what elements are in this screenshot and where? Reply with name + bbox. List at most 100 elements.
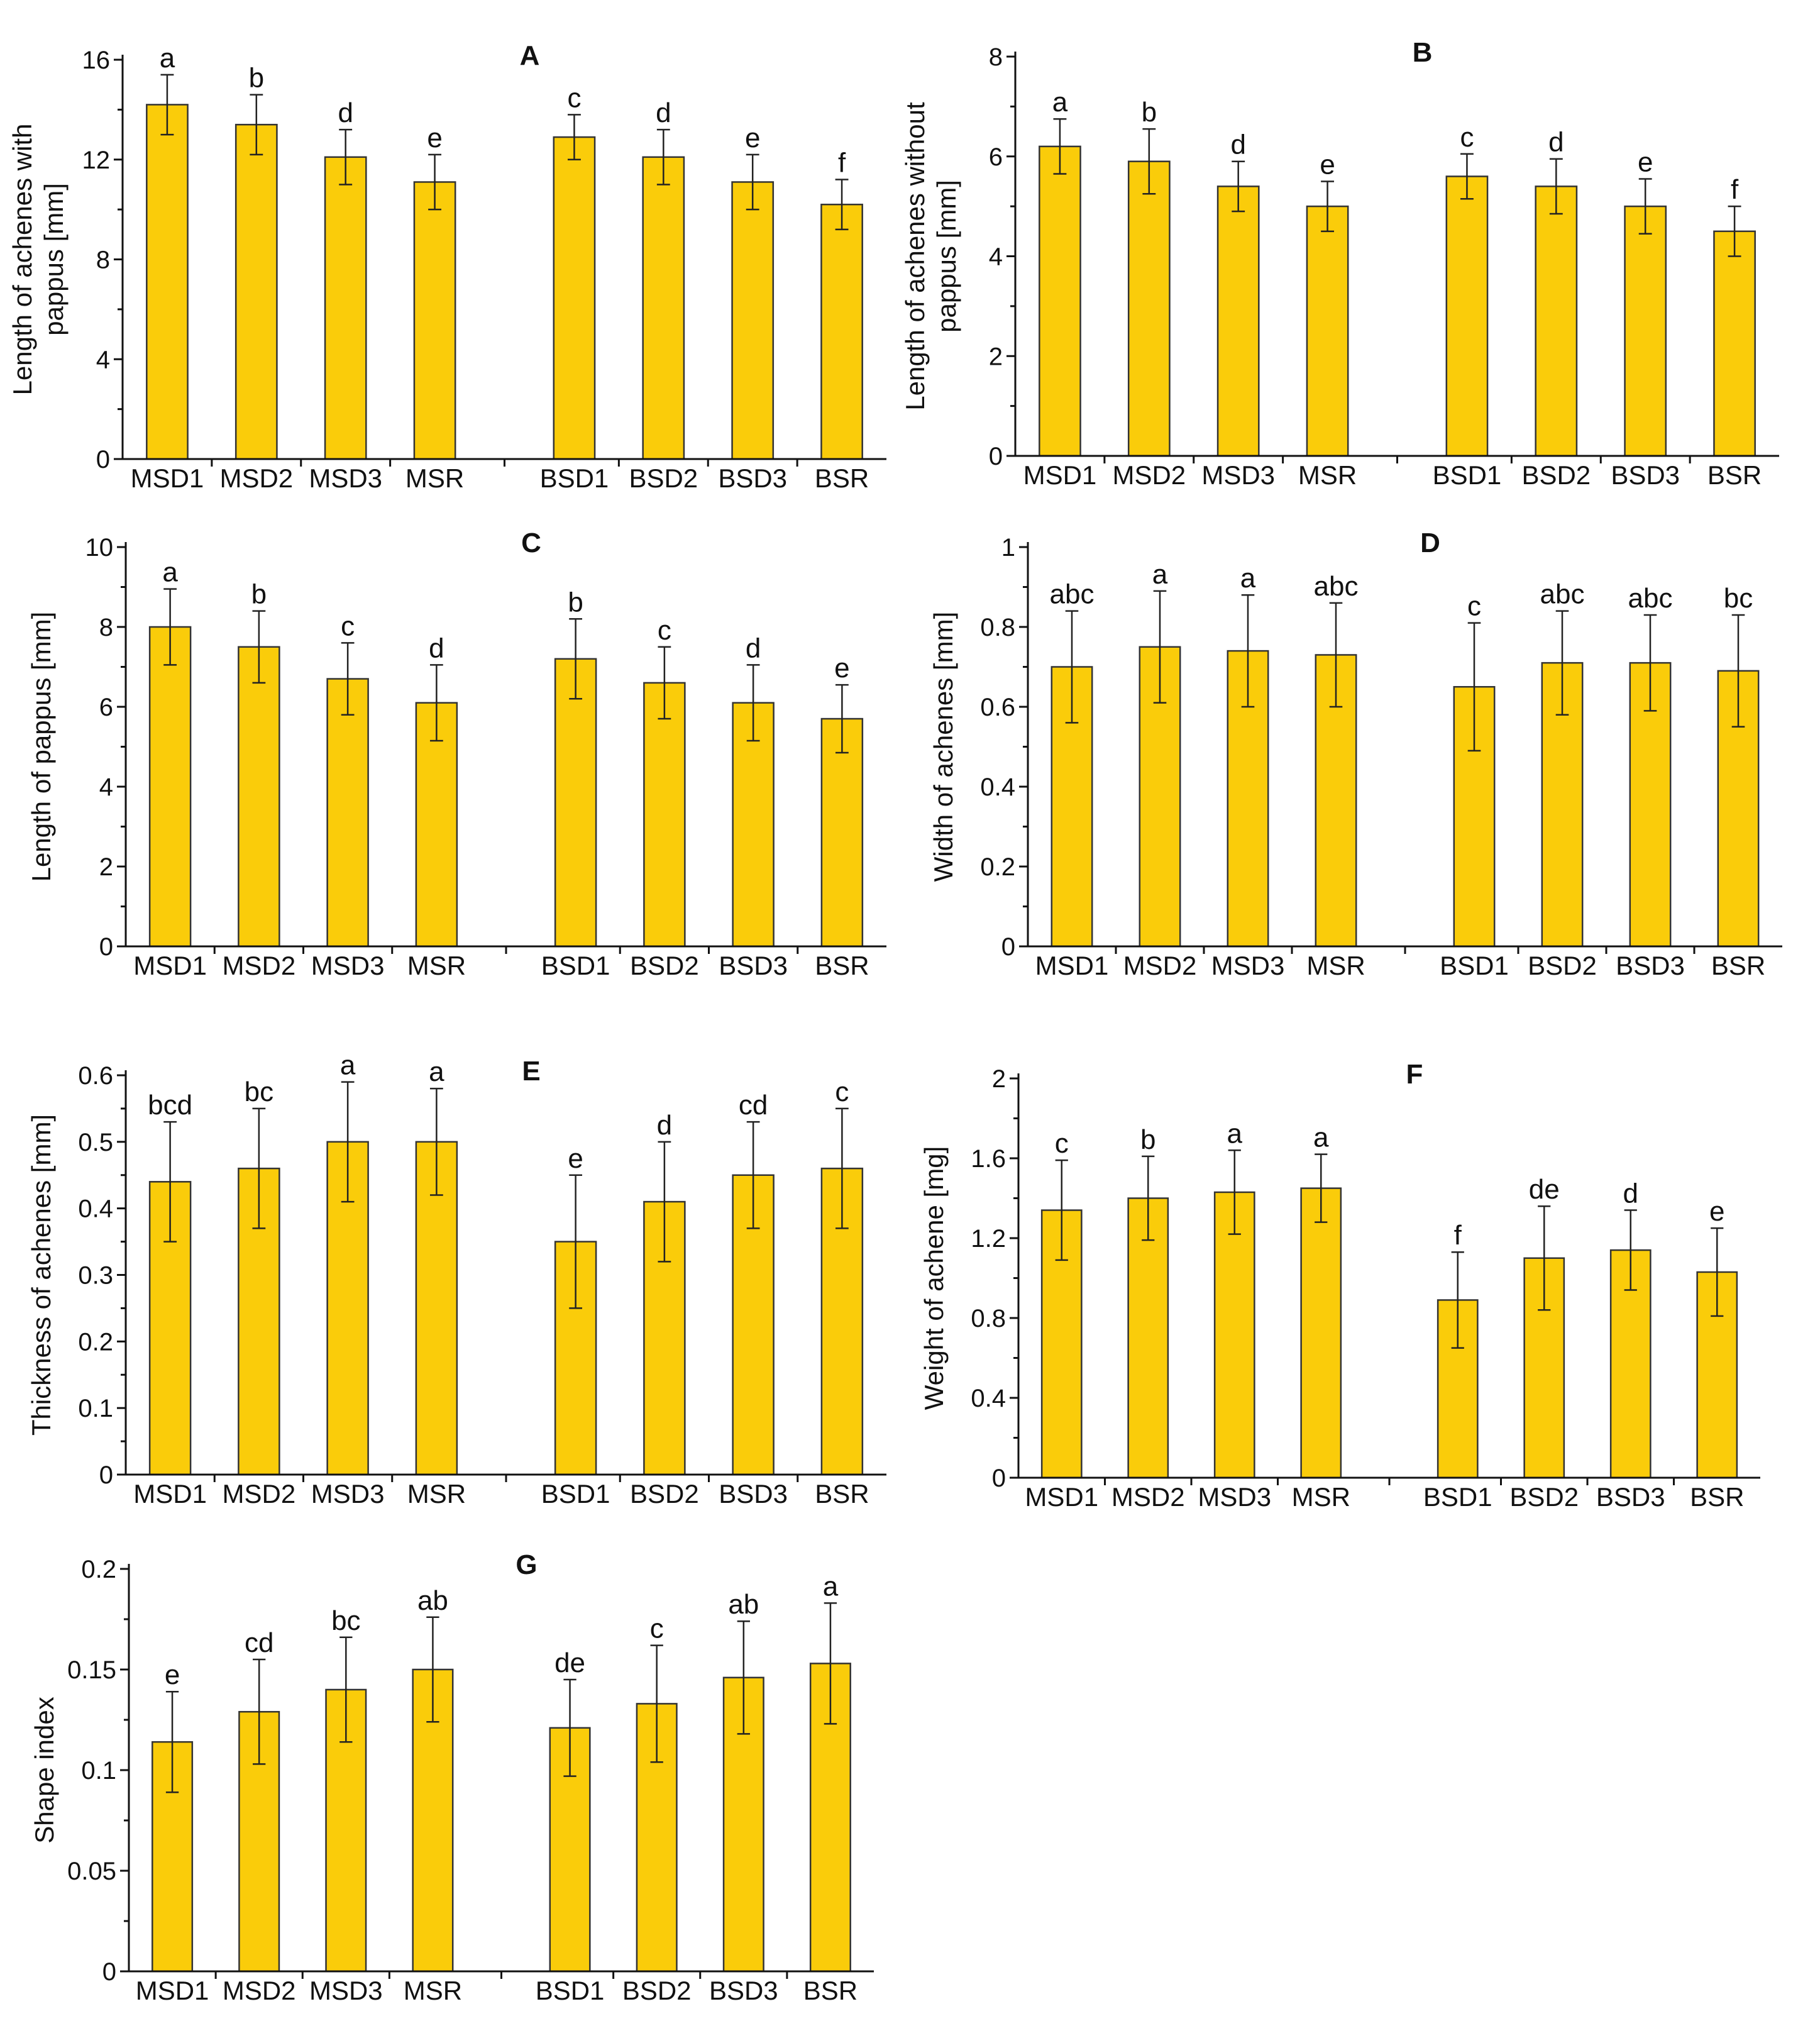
category-label-b-msd2: MSD2 bbox=[1112, 460, 1186, 490]
bar-b-msd3 bbox=[1216, 186, 1260, 457]
category-label-c-msd1: MSD1 bbox=[133, 951, 207, 980]
error-bar-d-bsd1 bbox=[1467, 622, 1481, 752]
category-label-b-bsd1: BSD1 bbox=[1433, 460, 1502, 490]
category-label-b-bsr: BSR bbox=[1707, 460, 1762, 490]
panel-title-e: E bbox=[522, 1056, 540, 1087]
y-axis-label-a: pappus [mm] bbox=[39, 183, 69, 336]
category-label-b-msd3: MSD3 bbox=[1201, 460, 1275, 490]
bar-c-msd1 bbox=[148, 626, 192, 948]
significance-label-c-msd3: c bbox=[341, 611, 355, 641]
error-bar-e-bsd1 bbox=[569, 1174, 583, 1309]
y-tick-label-f: 1.6 bbox=[971, 1145, 1006, 1173]
category-label-e-msr: MSR bbox=[407, 1479, 466, 1509]
significance-label-e-bsd1: e bbox=[568, 1143, 583, 1174]
bar-a-msr bbox=[413, 181, 456, 460]
error-bar-a-bsd2 bbox=[656, 128, 670, 186]
error-bar-c-bsd3 bbox=[746, 664, 760, 742]
error-bar-b-bsr bbox=[1728, 205, 1741, 257]
significance-label-f-msr: a bbox=[1313, 1122, 1329, 1153]
y-axis-label-g: Shape index bbox=[30, 1697, 59, 1844]
category-label-f-bsr: BSR bbox=[1690, 1482, 1744, 1512]
significance-label-b-bsd1: c bbox=[1460, 122, 1474, 153]
y-tick-label-c: 8 bbox=[99, 614, 113, 641]
error-bar-c-msd1 bbox=[163, 588, 177, 666]
bar-a-msd2 bbox=[234, 123, 278, 460]
error-bar-g-bsd2 bbox=[650, 1644, 663, 1763]
category-label-d-msd1: MSD1 bbox=[1035, 951, 1109, 980]
category-label-a-msr: MSR bbox=[405, 463, 464, 493]
error-bar-f-msd1 bbox=[1055, 1159, 1068, 1261]
bar-a-bsd1 bbox=[553, 136, 596, 460]
significance-label-b-msd3: d bbox=[1230, 130, 1245, 160]
category-label-g-bsr: BSR bbox=[803, 1976, 858, 2005]
significance-label-a-bsd1: c bbox=[567, 82, 581, 113]
category-label-f-msd1: MSD1 bbox=[1025, 1482, 1098, 1512]
significance-label-c-msd2: b bbox=[251, 579, 267, 610]
y-axis-label-f: Weight of achene [mg] bbox=[919, 1146, 949, 1410]
significance-label-d-msd2: a bbox=[1152, 559, 1168, 590]
y-tick-label-f: 0.4 bbox=[971, 1385, 1006, 1412]
y-tick-label-b: 4 bbox=[989, 243, 1003, 271]
error-bar-f-msd2 bbox=[1142, 1155, 1155, 1241]
bar-c-bsd1 bbox=[554, 658, 597, 948]
error-bar-c-bsr bbox=[835, 684, 849, 754]
significance-label-a-bsr: f bbox=[838, 148, 846, 179]
significance-label-d-msd3: a bbox=[1240, 563, 1256, 594]
y-tick-label-e: 0.3 bbox=[78, 1262, 113, 1290]
y-axis-label-c: Length of pappus [mm] bbox=[26, 612, 56, 882]
bar-c-msd2 bbox=[238, 646, 280, 948]
significance-label-e-bsd3: cd bbox=[739, 1090, 768, 1121]
category-label-c-bsd1: BSD1 bbox=[541, 951, 610, 980]
y-tick-label-c: 0 bbox=[99, 933, 113, 961]
chart-panel-g: e MSD1 cd MSD2 bc MSD3 ab MSR de BSD1 c BSD2 ab BSD3 a… bbox=[0, 1528, 905, 2031]
chart-panel-c: a MSD1 b MSD2 c MSD3 d MSR b BSD1 c BSD2 d BSD3 e BSR 0 2… bbox=[0, 509, 905, 987]
error-bar-a-msd3 bbox=[339, 128, 353, 186]
category-label-e-bsd3: BSD3 bbox=[719, 1479, 788, 1509]
significance-label-e-bsr: c bbox=[835, 1077, 849, 1107]
significance-label-d-bsr: bc bbox=[1724, 583, 1753, 614]
bar-f-msr bbox=[1300, 1187, 1342, 1479]
category-label-e-msd1: MSD1 bbox=[133, 1479, 207, 1509]
y-tick-label-d: 0.2 bbox=[980, 853, 1015, 881]
y-tick-label-c: 4 bbox=[99, 773, 113, 801]
category-label-d-msr: MSR bbox=[1306, 951, 1365, 980]
significance-label-d-bsd1: c bbox=[1467, 591, 1481, 622]
significance-label-b-msd2: b bbox=[1142, 97, 1157, 128]
error-bar-d-bsd2 bbox=[1555, 610, 1569, 716]
category-label-g-bsd2: BSD2 bbox=[622, 1976, 692, 2005]
significance-label-g-msd1: e bbox=[165, 1659, 180, 1690]
error-bar-b-msd2 bbox=[1142, 128, 1156, 195]
significance-label-c-bsd2: c bbox=[658, 615, 671, 646]
error-bar-c-bsd1 bbox=[569, 618, 583, 700]
y-tick-label-a: 0 bbox=[96, 446, 110, 474]
category-label-e-bsr: BSR bbox=[815, 1479, 869, 1509]
y-tick-label-b: 2 bbox=[989, 343, 1003, 370]
panel-title-g: G bbox=[516, 1549, 537, 1580]
chart-panel-e: bcd MSD1 bc MSD2 a MSD3 a MSR e BSD1 d BSD2 cd BSD3 c B… bbox=[0, 1038, 905, 1515]
error-bar-e-msd1 bbox=[163, 1121, 177, 1243]
error-bar-a-msd2 bbox=[250, 94, 263, 156]
y-tick-label-g: 0.15 bbox=[67, 1656, 116, 1684]
category-label-f-msr: MSR bbox=[1292, 1482, 1350, 1512]
y-tick-label-e: 0.4 bbox=[78, 1195, 113, 1223]
category-label-d-bsd2: BSD2 bbox=[1528, 951, 1597, 980]
error-bar-d-msr bbox=[1329, 602, 1343, 708]
bar-a-msd3 bbox=[324, 156, 367, 460]
significance-label-e-msd2: bc bbox=[245, 1077, 273, 1107]
y-axis-label-d: Width of achenes [mm] bbox=[929, 612, 958, 882]
error-bar-c-bsd2 bbox=[658, 646, 671, 720]
error-bar-b-msd1 bbox=[1053, 118, 1067, 175]
error-bar-c-msd2 bbox=[252, 610, 266, 684]
error-bar-b-bsd3 bbox=[1638, 178, 1652, 235]
significance-label-e-msr: a bbox=[429, 1056, 444, 1087]
significance-label-g-msr: ab bbox=[417, 1585, 448, 1616]
error-bar-c-msd3 bbox=[341, 642, 355, 716]
significance-label-e-bsd2: d bbox=[657, 1110, 672, 1141]
category-label-b-msd1: MSD1 bbox=[1023, 460, 1097, 490]
bar-a-bsr bbox=[820, 203, 863, 460]
y-tick-label-d: 0 bbox=[1001, 933, 1015, 961]
category-label-f-bsd3: BSD3 bbox=[1596, 1482, 1665, 1512]
error-bar-g-msd2 bbox=[253, 1658, 266, 1765]
category-label-c-msd3: MSD3 bbox=[311, 951, 385, 980]
y-tick-label-e: 0 bbox=[99, 1461, 113, 1489]
